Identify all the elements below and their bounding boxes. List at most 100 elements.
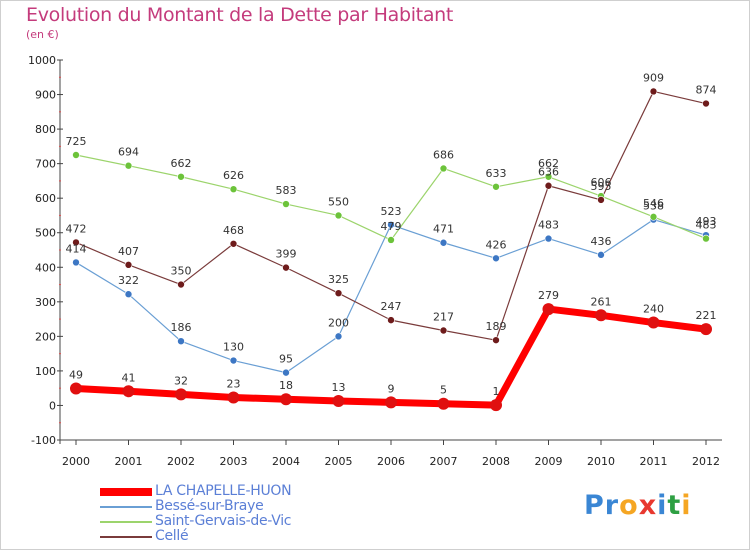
data-point	[597, 196, 605, 204]
data-label: 186	[171, 321, 192, 334]
data-label: 221	[696, 309, 717, 322]
data-label: 247	[381, 300, 402, 313]
data-label: 874	[696, 84, 717, 97]
data-point	[177, 280, 185, 289]
data-label: 436	[591, 235, 612, 248]
data-label: 217	[433, 310, 454, 323]
logo-letter: t	[667, 490, 682, 521]
data-label: 483	[696, 219, 717, 232]
data-label: 426	[486, 238, 507, 251]
x-tick-label: 2012	[692, 455, 720, 468]
proxiti-logo: Proxiti	[584, 490, 692, 521]
y-tick-label: -100	[31, 434, 56, 447]
data-point	[72, 238, 80, 247]
x-tick-label: 2001	[115, 455, 143, 468]
y-tick-label: 100	[35, 365, 56, 378]
legend-label: Bessé-sur-Braye	[155, 498, 264, 514]
data-label: 694	[118, 146, 139, 159]
data-label: 18	[279, 379, 293, 392]
data-point	[124, 161, 133, 170]
data-point	[387, 236, 395, 244]
data-label: 550	[328, 195, 349, 208]
data-label: 471	[433, 223, 454, 236]
data-point	[702, 234, 710, 243]
data-label: 606	[591, 176, 612, 189]
data-point	[437, 397, 450, 410]
data-label: 189	[486, 320, 507, 333]
data-label: 23	[227, 378, 241, 391]
legend-label: Saint-Gervais-de-Vic	[155, 513, 292, 529]
data-point	[334, 211, 343, 220]
data-point	[439, 164, 448, 173]
data-label: 725	[66, 135, 87, 148]
logo-letter: P	[584, 490, 605, 521]
y-tick-label: 400	[35, 261, 56, 274]
data-point	[595, 309, 607, 322]
data-label: 95	[279, 353, 293, 366]
data-point	[175, 388, 187, 401]
data-point	[492, 254, 500, 263]
chart-title: Evolution du Montant de la Dette par Hab…	[26, 4, 454, 26]
data-point	[702, 99, 710, 108]
data-point	[439, 326, 448, 335]
x-tick-label: 2000	[62, 455, 90, 468]
legend-label: LA CHAPELLE-HUON	[155, 483, 292, 499]
line-chart: -100 0 100 200 300 400 500 600 700 800 900 1000 2000…	[28, 54, 722, 468]
data-label: 5	[440, 384, 447, 397]
legend-swatch	[100, 488, 152, 496]
data-point	[124, 261, 133, 269]
y-tick-label: 900	[35, 89, 56, 102]
data-point	[544, 181, 553, 190]
data-label: 583	[276, 184, 297, 197]
y-tick-label: 300	[35, 296, 56, 309]
data-point	[385, 396, 397, 409]
data-label: 686	[433, 148, 454, 161]
x-tick-label: 2009	[535, 455, 563, 468]
data-label: 322	[118, 274, 139, 287]
legend-swatch	[100, 536, 152, 538]
data-point	[439, 238, 448, 247]
logo-letter: x	[638, 490, 658, 521]
data-point	[649, 87, 658, 96]
y-tick-label: 600	[35, 192, 56, 205]
data-label: 261	[591, 295, 612, 308]
data-label: 538	[643, 200, 664, 213]
data-point	[334, 332, 343, 341]
data-label: 546	[643, 197, 664, 210]
data-label: 399	[276, 248, 297, 261]
legend-label: Cellé	[155, 528, 189, 544]
data-point	[72, 151, 80, 159]
data-label: 472	[66, 222, 87, 235]
y-tick-label: 500	[35, 227, 56, 240]
data-point	[227, 391, 240, 404]
data-point	[332, 394, 345, 407]
logo-letter: r	[604, 490, 620, 521]
data-point	[492, 336, 500, 344]
data-point	[177, 172, 185, 181]
data-point	[334, 289, 343, 297]
data-label: 633	[486, 167, 507, 180]
data-label: 479	[381, 220, 402, 233]
data-label: 414	[66, 242, 87, 255]
legend-swatch	[100, 521, 152, 523]
data-point	[282, 368, 290, 377]
data-label: 49	[69, 369, 83, 382]
legend-swatch	[100, 506, 152, 508]
data-point	[124, 290, 133, 299]
data-label: 279	[538, 289, 559, 302]
data-point	[387, 220, 395, 229]
x-tick-label: 2006	[377, 455, 405, 468]
data-label: 41	[122, 371, 136, 384]
data-point	[597, 251, 605, 259]
data-label: 325	[328, 273, 349, 286]
data-point	[490, 399, 502, 412]
data-point	[647, 316, 660, 329]
data-label: 200	[328, 316, 349, 329]
data-label: 636	[538, 166, 559, 179]
unit-label: (en €)	[26, 28, 59, 41]
data-label: 240	[643, 303, 664, 316]
data-label: 32	[174, 374, 188, 387]
logo-letter: i	[657, 490, 668, 521]
data-point	[229, 239, 238, 248]
